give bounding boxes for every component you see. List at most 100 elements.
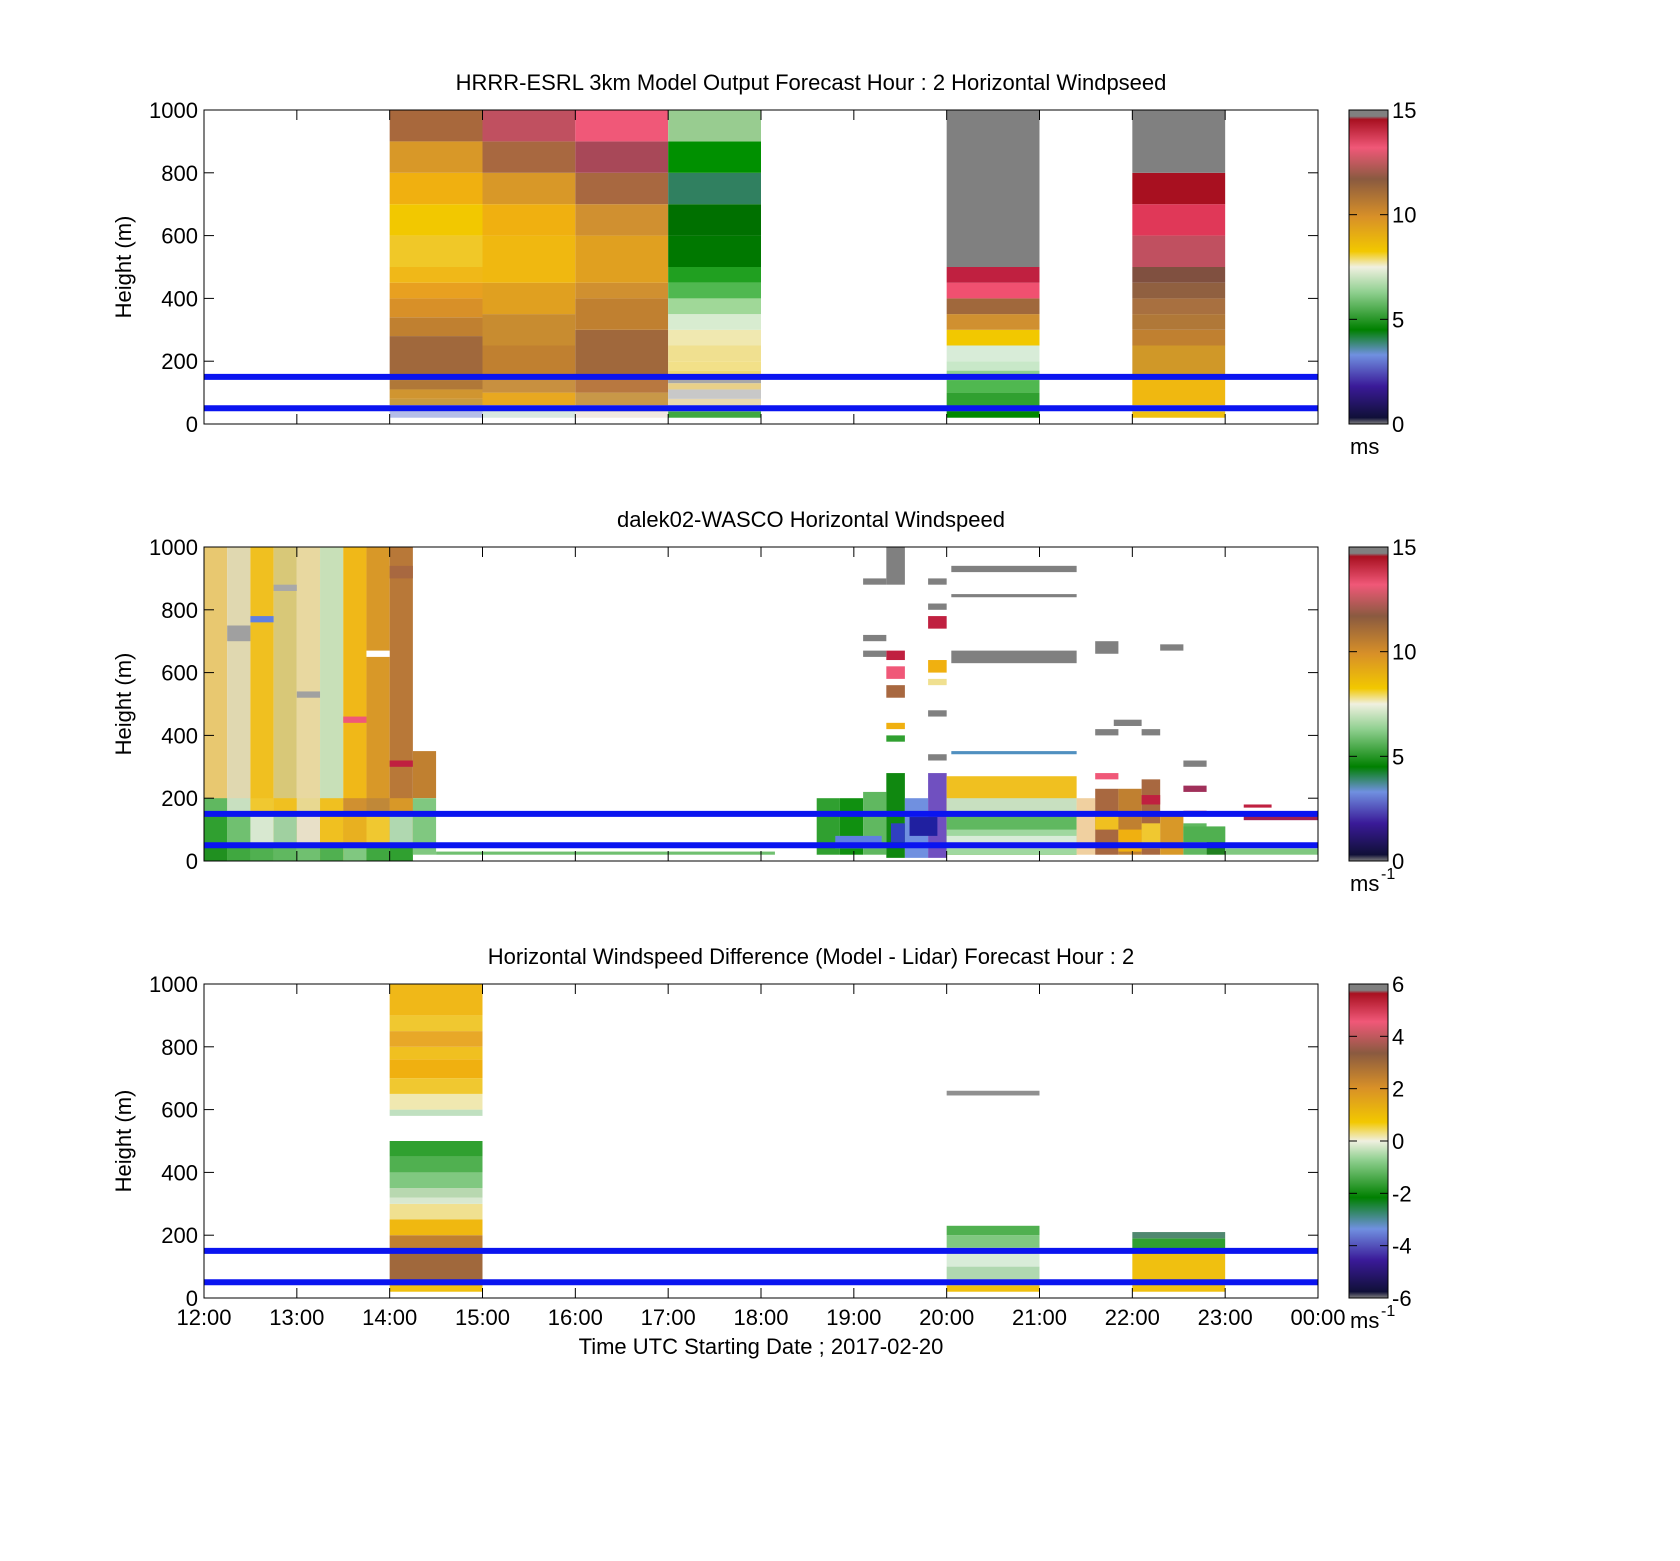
panel-model-output: 0 200 400 600 800 1000 HRRR-ESRL 3km Model Out…: [111, 70, 1416, 459]
data-cell: [928, 754, 947, 761]
data-cell: [366, 845, 390, 861]
x-tick-label: 14:00: [362, 1305, 417, 1330]
data-cell: [482, 172, 576, 205]
colorbar: 0 5 10 15 ms: [1348, 98, 1416, 459]
data-cell: [946, 314, 1040, 330]
data-cell: [946, 380, 1040, 393]
y-tick-label: 0: [186, 412, 198, 437]
x-tick-label: 18:00: [733, 1305, 788, 1330]
x-tick-label: 19:00: [826, 1305, 881, 1330]
data-cell: [1183, 826, 1226, 843]
data-cell: [668, 383, 761, 390]
data-cell: [668, 110, 761, 142]
data-cell: [1160, 813, 1184, 855]
data-cell: [389, 411, 483, 418]
data-cell: [389, 172, 483, 205]
data-cell: [250, 547, 274, 861]
data-cell: [1141, 823, 1161, 849]
x-tick-label: 16:00: [548, 1305, 603, 1330]
data-cell: [482, 141, 576, 173]
data-cell: [928, 616, 947, 629]
colorbar-tick-label: 10: [1392, 203, 1416, 228]
data-cell: [389, 1285, 483, 1292]
data-cell: [928, 710, 947, 717]
x-tick-label: 15:00: [455, 1305, 510, 1330]
data-cell: [668, 370, 761, 377]
data-cell: [482, 314, 576, 346]
panel-title: dalek02-WASCO Horizontal Windspeed: [617, 507, 1005, 532]
x-tick-label: 12:00: [176, 1305, 231, 1330]
y-tick-label: 200: [161, 1223, 198, 1248]
data-cell: [1095, 773, 1119, 780]
data-cell: [1225, 848, 1318, 855]
data-cell: [1132, 172, 1226, 205]
x-tick-label: 21:00: [1012, 1305, 1067, 1330]
y-tick-label: 1000: [149, 972, 198, 997]
data-cell: [886, 685, 905, 698]
colorbar-tick-label: 0: [1392, 412, 1404, 437]
data-cell: [389, 1059, 483, 1079]
data-cell: [946, 361, 1040, 371]
data-cell: [928, 603, 947, 610]
data-cell: [343, 716, 367, 723]
data-cell: [668, 298, 761, 315]
data-cell: [886, 722, 905, 730]
data-cell: [296, 845, 321, 861]
panel-lidar-windspeed: 0 200 400 600 800 1000 dalek02-WASCO Horizonta…: [111, 507, 1416, 896]
data-cell: [389, 1188, 483, 1198]
data-cell: [389, 317, 483, 337]
colorbar-tick-label: 4: [1392, 1024, 1404, 1049]
data-cell: [389, 1015, 483, 1032]
data-cell: [1095, 813, 1119, 830]
data-cell: [1132, 411, 1226, 418]
data-cell: [928, 660, 947, 673]
data-cell: [273, 584, 297, 591]
colorbar-scale: [1348, 546, 1389, 862]
data-cell: [227, 625, 251, 642]
data-cell: [890, 823, 905, 843]
data-cell: [1132, 376, 1226, 406]
data-cell: [951, 650, 1077, 664]
data-cell: [946, 345, 1040, 362]
data-cell: [951, 594, 1077, 598]
colorbar-tick-label: 10: [1392, 640, 1416, 665]
y-tick-label: 800: [161, 161, 198, 186]
data-cell: [668, 172, 761, 205]
data-cell: [575, 298, 669, 330]
data-cell: [946, 282, 1040, 299]
data-cell: [668, 267, 761, 283]
data-cell: [575, 329, 669, 377]
colorbar-unit-superscript: -1: [1381, 866, 1395, 883]
data-cell: [575, 282, 669, 299]
colorbar: -6 -4 -2 0 2 4 6 ms -1: [1348, 972, 1412, 1333]
data-cell: [575, 235, 669, 283]
data-cell: [320, 845, 344, 861]
data-cell: [575, 392, 669, 406]
x-tick-label: 23:00: [1198, 1305, 1253, 1330]
y-tick-label: 600: [161, 224, 198, 249]
data-cell: [946, 1266, 1040, 1280]
data-cell: [928, 578, 947, 585]
data-cell: [296, 691, 321, 698]
panel-windspeed-difference: 0 200 400 600 800 1000 12:00 13:00 14:00 15:00 16:…: [111, 944, 1412, 1359]
data-cell: [389, 1141, 483, 1157]
data-cell: [389, 1235, 483, 1251]
data-cell: [951, 751, 1077, 755]
data-cell: [1132, 298, 1226, 315]
y-axis-label: Height (m): [111, 216, 136, 319]
data-cell: [928, 678, 947, 686]
data-cell: [1095, 641, 1119, 654]
y-tick-label: 400: [161, 1160, 198, 1185]
colorbar-unit: ms: [1350, 1308, 1379, 1333]
colorbar-tick-label: 0: [1392, 849, 1404, 874]
colorbar-tick-label: 2: [1392, 1077, 1404, 1102]
colorbar: 0 5 10 15 ms -1: [1348, 535, 1416, 896]
data-cell: [863, 634, 887, 642]
data-cell: [863, 578, 887, 585]
data-cell: [668, 329, 761, 346]
data-cell: [946, 329, 1040, 346]
data-cell: [1132, 267, 1226, 283]
data-cell: [389, 380, 483, 390]
data-cell: [482, 376, 576, 393]
